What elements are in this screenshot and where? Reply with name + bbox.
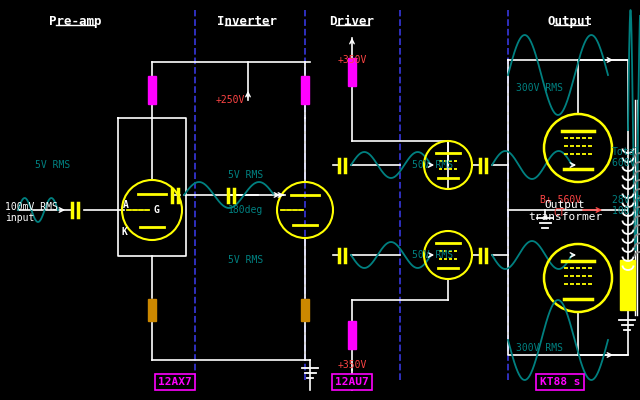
- Text: Total: Total: [612, 147, 640, 157]
- Text: A: A: [123, 200, 129, 210]
- Bar: [620, 260, 635, 310]
- Text: transformer: transformer: [528, 212, 602, 222]
- Text: 180deg: 180deg: [228, 205, 263, 215]
- Text: 300V RMS: 300V RMS: [516, 343, 563, 353]
- Text: +250V: +250V: [215, 95, 244, 105]
- Text: 28V RMS: 28V RMS: [612, 195, 640, 205]
- Bar: [148, 299, 156, 321]
- Text: Output: Output: [545, 200, 585, 210]
- Text: Inverter: Inverter: [217, 15, 277, 28]
- Text: 12AU7: 12AU7: [335, 377, 369, 387]
- Text: 5V RMS: 5V RMS: [228, 170, 263, 180]
- Text: Driver: Driver: [330, 15, 374, 28]
- Bar: [301, 299, 309, 321]
- Text: KT88 s: KT88 s: [540, 377, 580, 387]
- Text: +350V: +350V: [337, 360, 367, 370]
- Text: 5V RMS: 5V RMS: [228, 255, 263, 265]
- Text: input: input: [5, 213, 35, 223]
- Text: B+ 560V: B+ 560V: [540, 195, 581, 205]
- Bar: [348, 58, 356, 86]
- Text: 300V RMS: 300V RMS: [516, 83, 563, 93]
- Text: 5V RMS: 5V RMS: [35, 160, 70, 170]
- Bar: [348, 321, 356, 349]
- Text: 12AX7: 12AX7: [158, 377, 192, 387]
- Text: 100 Watt: 100 Watt: [612, 206, 640, 216]
- Text: 50V RMS: 50V RMS: [412, 160, 453, 170]
- Text: Output: Output: [547, 15, 593, 28]
- Text: +350V: +350V: [337, 55, 367, 65]
- Bar: [301, 76, 309, 104]
- Text: 50V RMS: 50V RMS: [412, 250, 453, 260]
- Text: 600V RMS: 600V RMS: [612, 158, 640, 168]
- Text: 100mV RMS: 100mV RMS: [5, 202, 58, 212]
- Text: G: G: [154, 205, 160, 215]
- Text: K: K: [122, 227, 128, 237]
- Text: Pre-amp: Pre-amp: [49, 15, 101, 28]
- Text: CT: CT: [553, 208, 564, 218]
- Bar: [148, 76, 156, 104]
